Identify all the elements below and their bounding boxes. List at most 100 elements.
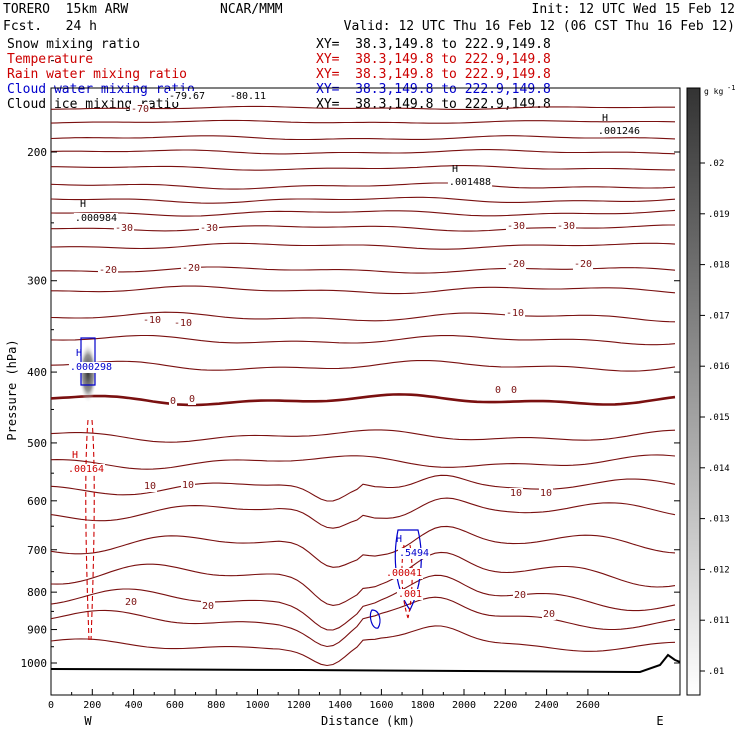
x-axis-title: Distance (km) — [321, 714, 415, 728]
maximum-marker: H — [396, 534, 402, 545]
contour-label: -10 — [506, 308, 524, 319]
colorbar-tick-label: .01 — [708, 667, 724, 677]
x-tick-label: 400 — [125, 700, 143, 711]
contour-label-bg — [141, 315, 163, 326]
y-tick-label: 800 — [27, 586, 47, 599]
contour-label: -30 — [557, 221, 575, 232]
maximum-value: .00041 — [386, 568, 422, 579]
contour-label-bg — [180, 480, 196, 491]
model-name: TORERO 15km ARW — [3, 2, 129, 17]
maximum-marker: H — [80, 199, 86, 210]
colorbar-tick-label: .02 — [708, 159, 724, 169]
west-label: W — [84, 714, 92, 728]
x-tick-label: 1800 — [411, 700, 435, 711]
colorbar-tick-label: .014 — [708, 464, 730, 474]
legend-label-temperature: Temperature — [7, 52, 94, 67]
valid-time: Valid: 12 UTC Thu 16 Feb 12 (06 CST Thu … — [343, 19, 735, 34]
legend-xy-cloud-water: XY= 38.3,149.8 to 222.9,149.8 — [316, 82, 551, 97]
isotherm-line — [51, 359, 676, 372]
contour-label-bg — [512, 590, 528, 601]
contour-label: 20 — [125, 597, 137, 608]
colorbar-tick-label: .012 — [708, 565, 730, 575]
maximum-value: .00164 — [68, 464, 104, 475]
maximum-marker: H — [72, 450, 78, 461]
temperature-contours — [51, 105, 680, 674]
contour-label-bg — [172, 318, 194, 329]
isotherm-line — [51, 285, 676, 295]
y-tick-label: 200 — [27, 146, 47, 159]
x-tick-label: 2600 — [576, 700, 600, 711]
isotherm-line — [51, 525, 676, 568]
contour-label-bg — [142, 481, 158, 492]
maximum-value-bg — [397, 548, 431, 559]
extreme-label-bg — [167, 91, 207, 102]
x-tick-label: 600 — [166, 700, 184, 711]
x-tick-label: 2200 — [493, 700, 517, 711]
x-tick-label: 1400 — [328, 700, 352, 711]
maximum-value: .000298 — [70, 362, 112, 373]
legend-label-snow: Snow mixing ratio — [7, 37, 141, 52]
maximum-value: .001246 — [598, 126, 640, 137]
contour-label: -20 — [507, 259, 525, 270]
y-tick-label: 600 — [27, 495, 47, 508]
colorbar: .02 .019 .018 .017 .016 .015 .014 .013 .012 .011.… — [686, 84, 735, 696]
contour-label: 20 — [202, 601, 214, 612]
x-tick-label: 1600 — [369, 700, 393, 711]
x-tick-label: 1200 — [287, 700, 311, 711]
contour-label-bg — [505, 221, 527, 232]
y-tick-label: 500 — [27, 437, 47, 450]
contour-label: 10 — [182, 480, 194, 491]
colorbar-tick-label: .017 — [708, 311, 730, 321]
contour-label-bg — [200, 601, 216, 612]
maximum-value-bg — [596, 126, 642, 137]
colorbar-tick-label: .018 — [708, 261, 730, 271]
plot-frame — [50, 87, 681, 696]
isotherm-line — [51, 551, 676, 606]
maximum-value-bg — [68, 362, 114, 373]
contour-label: -70 — [131, 104, 149, 115]
isotherm-line — [51, 574, 676, 631]
init-time: Init: 12 UTC Wed 15 Feb 12 — [531, 2, 736, 17]
x-tick-label: 1000 — [245, 700, 269, 711]
contour-label-bg — [168, 396, 178, 407]
contour-label-bg — [538, 488, 554, 499]
isotherm-line — [51, 165, 675, 171]
mixing-ratio-features — [79, 337, 422, 641]
contour-label: 0 — [511, 385, 517, 396]
isotherm-line — [51, 105, 675, 110]
maximum-value-bg — [73, 213, 119, 224]
legend-label-rain: Rain water mixing ratio — [7, 67, 188, 82]
isotherm-line — [51, 429, 676, 443]
center-name: NCAR/MMM — [220, 2, 283, 17]
colorbar-fill — [686, 87, 701, 696]
maximum-value: .001 — [398, 589, 422, 600]
maximum-value-bg — [447, 177, 493, 188]
contour-label-bg — [113, 223, 135, 234]
contour-label: -20 — [574, 259, 592, 270]
contour-label-bg — [508, 488, 524, 499]
contour-label-bg — [493, 385, 503, 396]
maximum-value-bg — [384, 568, 424, 579]
y-tick-label: 1000 — [21, 657, 48, 670]
x-tick-label: 2400 — [535, 700, 559, 711]
isotherm-line — [51, 119, 676, 124]
maximum-marker: H — [452, 164, 458, 175]
contour-label-bg — [180, 263, 202, 274]
isotherm-line — [51, 149, 676, 155]
isotherm-line — [51, 596, 676, 648]
extreme-label: -80.11 — [230, 91, 266, 102]
colorbar-tick-label: .019 — [708, 210, 730, 220]
contour-labels: -70-30 -30 -30 -30-20 -20 -20 -20-10 -10-100 00 0… — [66, 91, 642, 620]
maximum-value: .000984 — [75, 213, 117, 224]
contour-label-bg — [509, 385, 519, 396]
y-tick-label: 300 — [27, 275, 47, 288]
contour-label: -10 — [143, 315, 161, 326]
contour-label: -30 — [200, 223, 218, 234]
maximum-value: .001488 — [449, 177, 491, 188]
contour-label: -10 — [174, 318, 192, 329]
isotherm-line — [51, 497, 676, 529]
contour-label-bg — [97, 265, 119, 276]
contour-label-bg — [504, 308, 526, 319]
contour-label-bg — [572, 259, 594, 270]
